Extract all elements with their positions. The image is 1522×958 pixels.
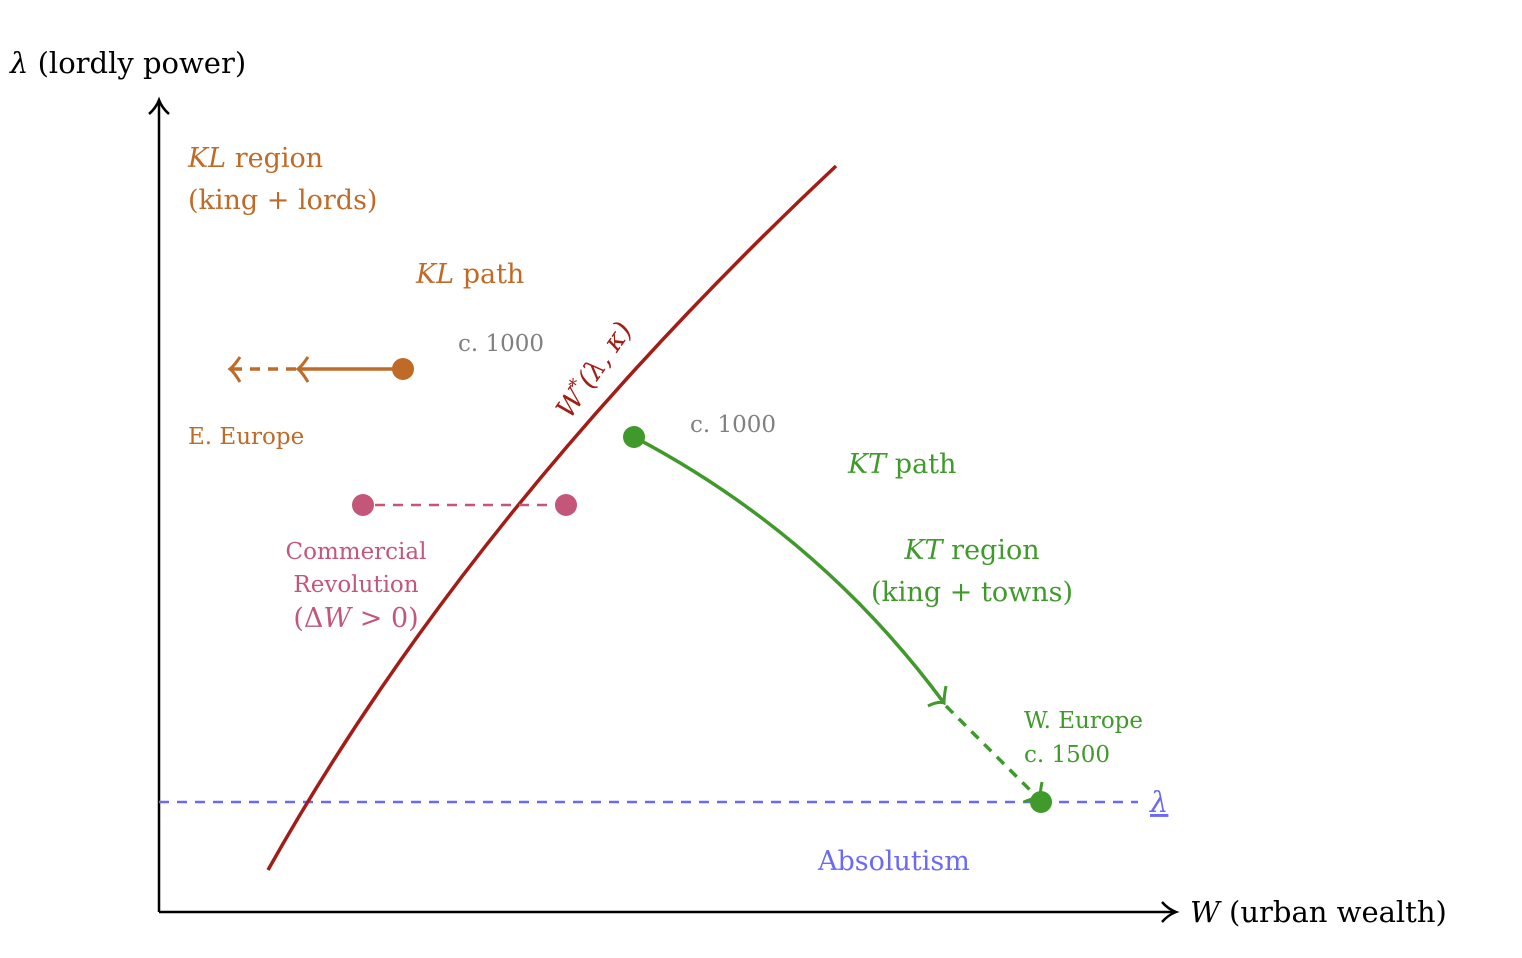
kl-date: c. 1000 [458, 331, 544, 357]
kt-end-date: c. 1500 [1024, 742, 1110, 768]
kt-start-point [623, 426, 645, 448]
kl-region-sub: (king + lords) [188, 185, 377, 216]
y-axis-label: λ (lordly power) [9, 46, 246, 80]
axes [148, 96, 1180, 923]
kl-start-point [392, 358, 414, 380]
threshold-curve [266, 164, 838, 871]
kt-path-dashed [944, 704, 1040, 800]
kl-arrow-icon [295, 356, 310, 383]
kl-arrow-end-icon [227, 356, 242, 383]
kt-region-sub: (king + towns) [871, 577, 1073, 608]
kl-region-label: KL region [187, 143, 323, 174]
kt-path-label: KT path [847, 449, 956, 480]
kt-path-solid [633, 435, 946, 705]
kt-region-label: KT region [903, 535, 1039, 566]
kt-endpoint-label: W. Europe [1024, 708, 1143, 734]
curve-label: W*(λ, κ) [549, 315, 639, 424]
kl-endpoint-label: E. Europe [188, 424, 304, 450]
y-axis-arrow-icon [148, 96, 170, 115]
threshold-symbol: λ [1149, 785, 1168, 819]
commercial-label-2: Revolution [293, 572, 418, 598]
kt-end-point [1030, 791, 1052, 813]
commercial-label-1: Commercial [286, 539, 427, 565]
commercial-label-3: (ΔW > 0) [293, 603, 418, 634]
commercial-start-point [352, 494, 374, 516]
kt-arrow-icon [927, 685, 948, 708]
absolutism-label: Absolutism [817, 846, 970, 877]
kt-date: c. 1000 [690, 412, 776, 438]
kl-path-label: KL path [415, 259, 524, 290]
x-axis-label: W (urban wealth) [1190, 895, 1447, 929]
x-axis-arrow-icon [1161, 901, 1180, 923]
commercial-end-point [555, 494, 577, 516]
